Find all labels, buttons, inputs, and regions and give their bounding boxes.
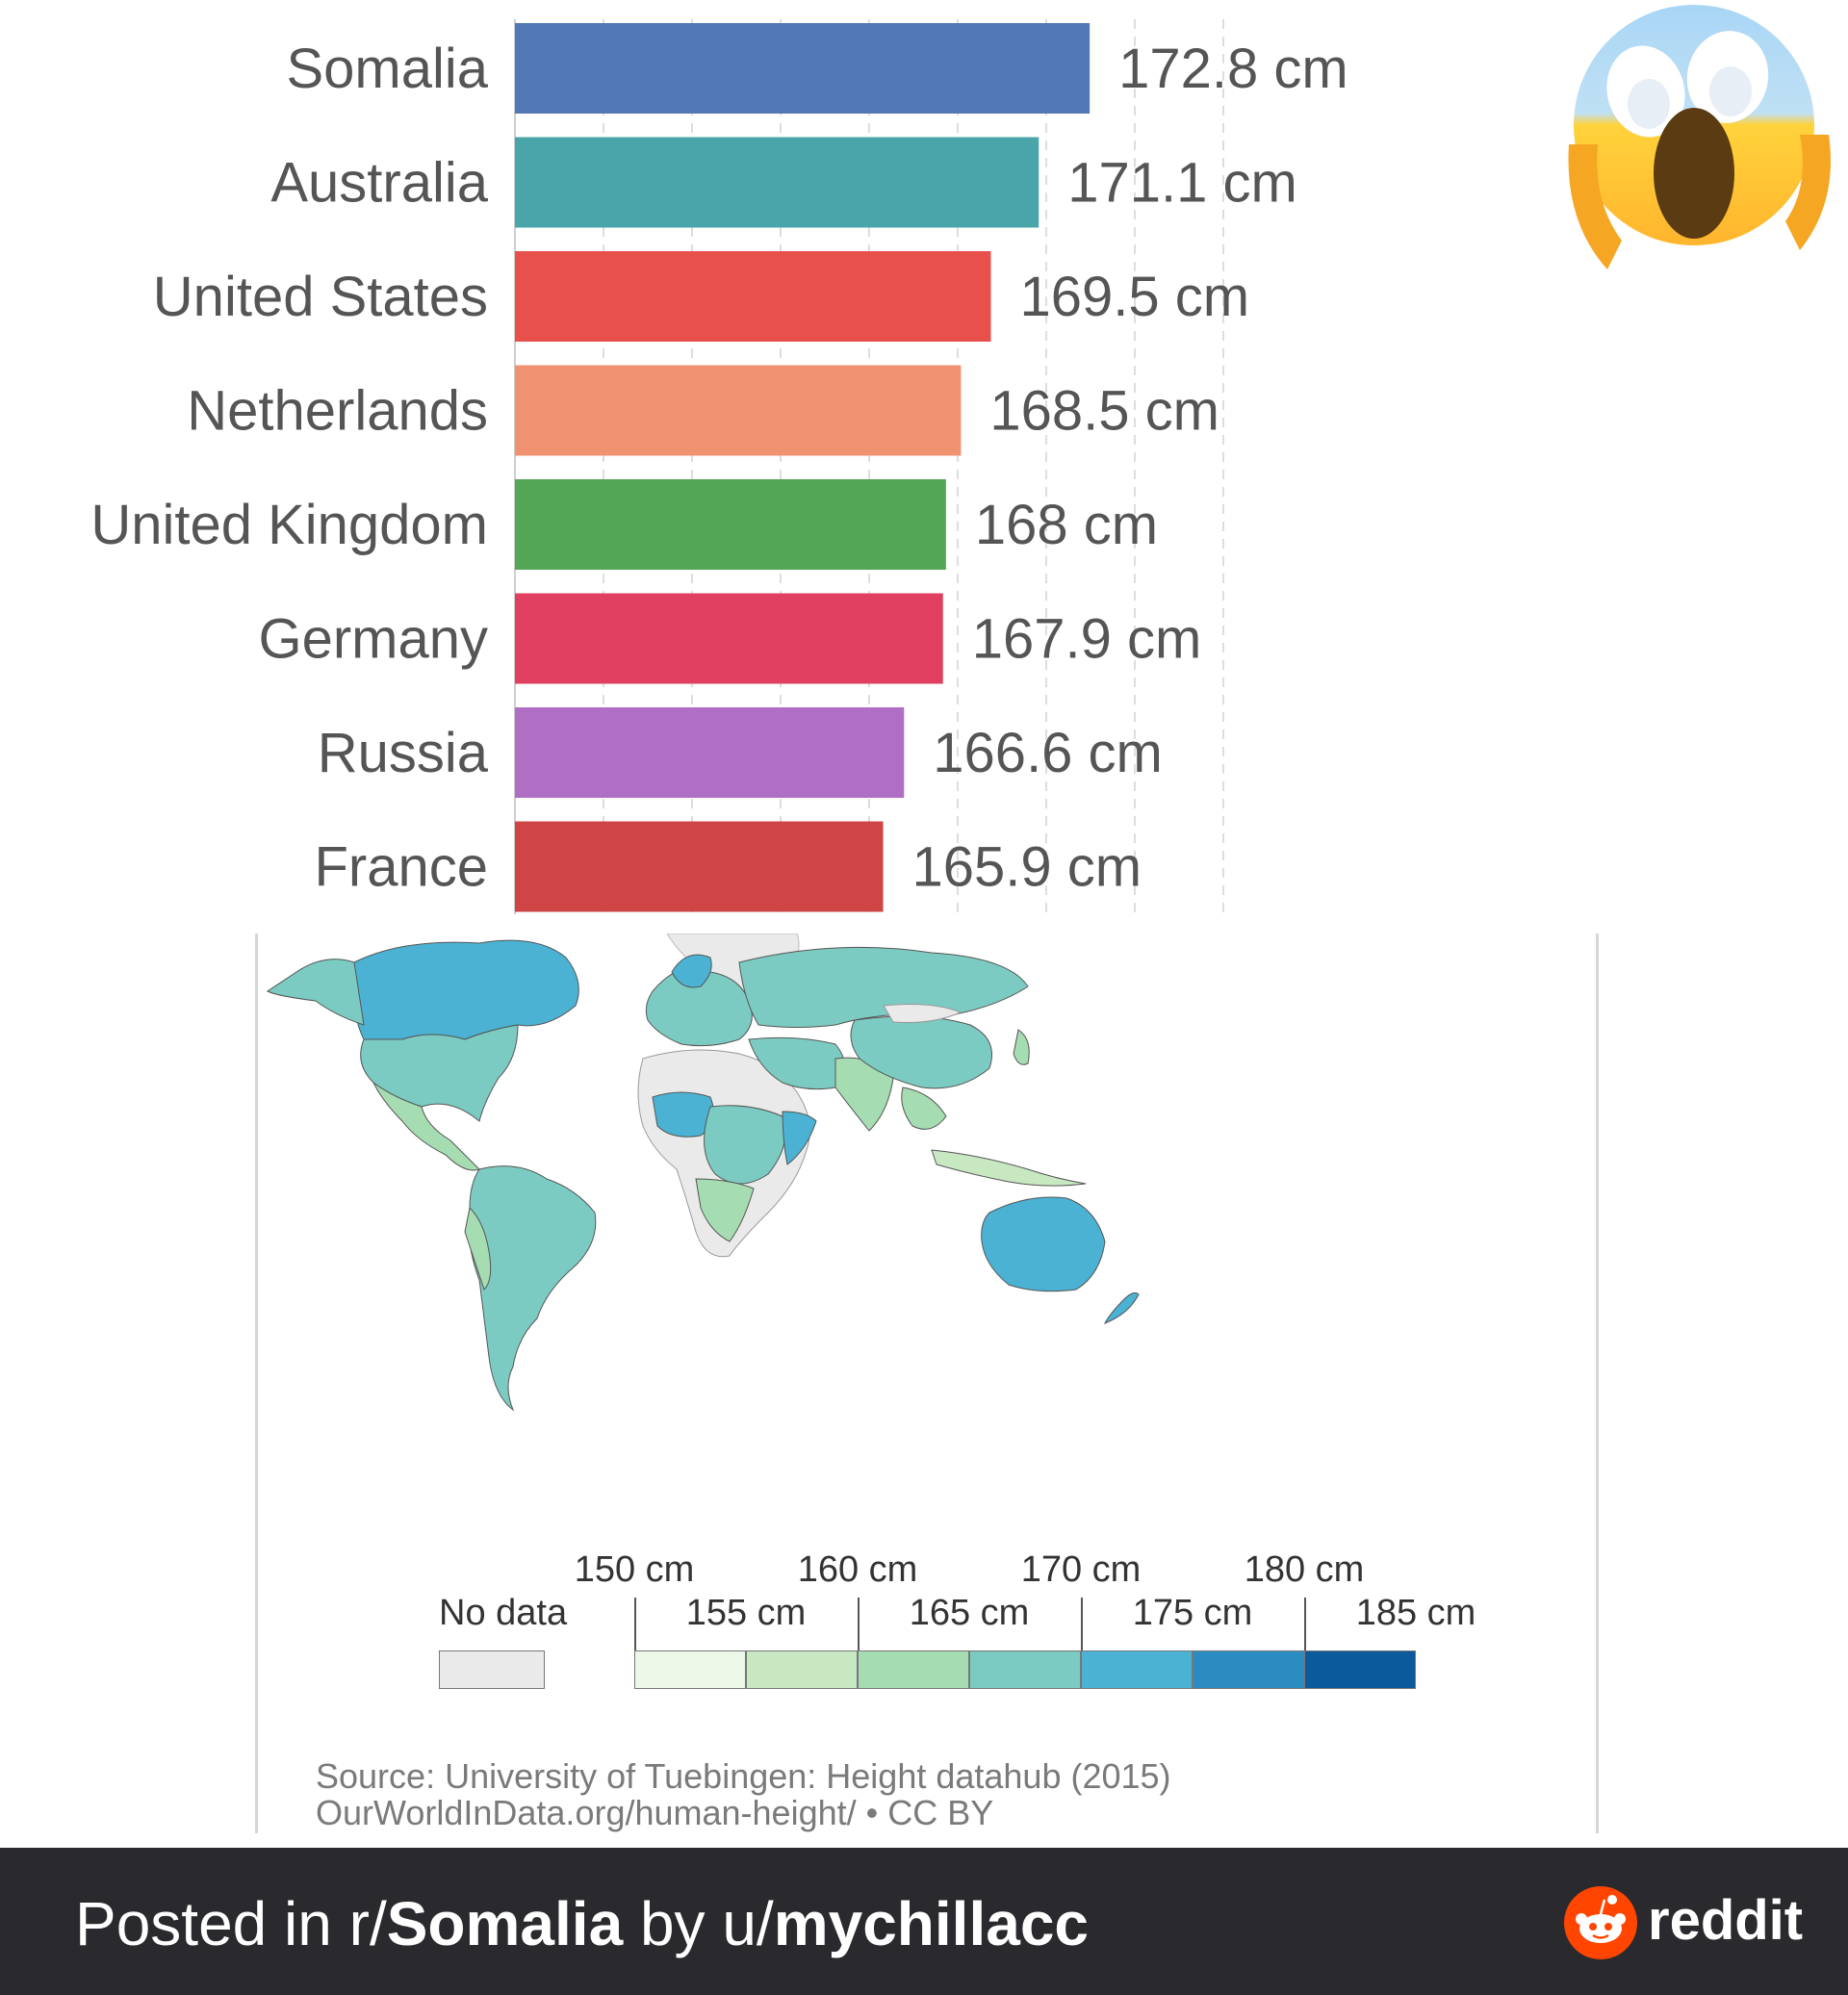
category-label: Somalia (286, 38, 488, 100)
bar-somalia (515, 23, 1091, 114)
bar-united-kingdom (515, 479, 946, 570)
map-new-zealand (1103, 1292, 1140, 1324)
value-label: 165.9 cm (912, 836, 1142, 899)
category-label: Australia (270, 152, 488, 215)
map-south-america (468, 1165, 597, 1412)
value-label: 172.8 cm (1118, 38, 1348, 100)
world-height-map (267, 934, 1140, 1412)
reddit-footer-bar: Posted in r/Somalia by u/mychillacc redd… (0, 1848, 1848, 1995)
category-label: France (314, 836, 488, 899)
category-label: Netherlands (187, 380, 488, 443)
category-label: Russia (318, 722, 489, 784)
chart-bars (515, 23, 1091, 912)
legend-label-lower: 185 cm (1355, 1593, 1476, 1633)
map-canada (352, 939, 579, 1040)
bar-russia (515, 707, 905, 798)
legend-label-upper: 150 cm (574, 1549, 695, 1590)
map-russia (738, 946, 1029, 1028)
value-label: 168.5 cm (989, 380, 1219, 443)
legend-label-lower: 175 cm (1132, 1593, 1253, 1633)
value-label: 167.9 cm (972, 608, 1202, 671)
legend-label-lower: 155 cm (685, 1593, 807, 1633)
legend-swatch (1304, 1650, 1416, 1689)
map-andes (464, 1206, 492, 1291)
map-australia (981, 1196, 1106, 1292)
category-labels: Somalia Australia United States Netherlands… (90, 38, 488, 899)
category-label: Germany (258, 608, 488, 671)
legend-tick (1304, 1598, 1306, 1650)
legend-nodata-label: No data (439, 1593, 568, 1633)
legend-label-upper: 180 cm (1244, 1549, 1365, 1590)
value-label: 169.5 cm (1019, 266, 1249, 328)
category-label: United States (153, 266, 488, 328)
value-label: 168 cm (975, 494, 1158, 556)
value-label: 171.1 cm (1067, 152, 1297, 215)
legend-nodata-swatch (439, 1650, 545, 1689)
legend-swatch (969, 1650, 1081, 1689)
map-central-africa (704, 1105, 786, 1185)
bar-united-states (515, 251, 991, 342)
legend-tick (1081, 1598, 1083, 1650)
reddit-wordmark: reddit (1648, 1889, 1804, 1952)
legend-swatch (634, 1650, 746, 1689)
map-se-asia (901, 1087, 947, 1130)
bar-netherlands (515, 365, 962, 456)
legend-label-lower: 165 cm (909, 1593, 1030, 1633)
legend-tick (634, 1598, 636, 1650)
legend-label-upper: 160 cm (797, 1549, 918, 1590)
bar-germany (515, 593, 943, 684)
reddit-logo-icon (1564, 1886, 1637, 1959)
legend-tick (858, 1598, 860, 1650)
legend-swatch (1193, 1650, 1304, 1689)
map-panel: No data 150 cm 160 cm 170 cm 180 cm 155 cm 16… (255, 934, 1599, 1833)
bar-france (515, 821, 884, 912)
footer-post-info: Posted in r/Somalia by u/mychillacc (75, 1888, 1089, 1959)
legend-swatch (746, 1650, 858, 1689)
legend-swatch (1081, 1650, 1193, 1689)
footer-posted-in: Posted in r/ (75, 1889, 387, 1958)
map-japan (1013, 1029, 1030, 1065)
value-label: 166.6 cm (933, 722, 1163, 784)
map-scandinavia (671, 954, 712, 988)
subreddit-link[interactable]: Somalia (386, 1889, 624, 1958)
legend-swatch (858, 1650, 969, 1689)
footer-by: by u/ (623, 1889, 774, 1958)
screaming-face-emoji-icon (1568, 5, 1831, 269)
map-mongolia (883, 1004, 962, 1024)
source-text: Source: University of Tuebingen: Height … (316, 1756, 1171, 1796)
map-somalia (782, 1111, 817, 1165)
category-label: United Kingdom (90, 494, 488, 556)
map-indonesia (931, 1149, 1087, 1187)
map-usa (360, 1024, 519, 1122)
bar-chart: Somalia Australia United States Netherlands… (90, 19, 1348, 914)
value-labels: 172.8 cm 171.1 cm 169.5 cm 168.5 cm 168 cm 16… (912, 38, 1348, 899)
map-alaska (267, 959, 365, 1026)
map-southern-africa (695, 1178, 755, 1242)
source-url: OurWorldInData.org/human-height/ • CC BY (316, 1793, 994, 1832)
bar-australia (515, 137, 1040, 228)
legend-label-upper: 170 cm (1020, 1549, 1142, 1590)
username-link[interactable]: mychillacc (773, 1889, 1089, 1958)
